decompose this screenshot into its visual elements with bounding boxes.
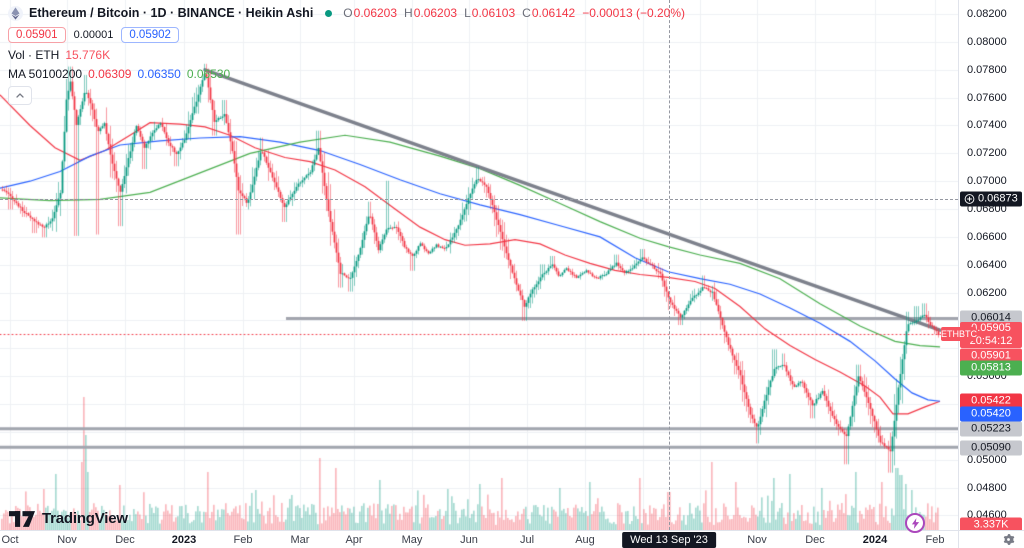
crosshair-horizontal-line <box>0 199 958 200</box>
lightning-icon <box>911 517 919 529</box>
symbol-title[interactable]: Ethereum / Bitcoin · 1D · BINANCE · Heik… <box>29 6 314 20</box>
lightning-trade-button[interactable] <box>905 513 925 533</box>
time-axis[interactable]: OctNovDec2023FebMarAprMayJunJulAugSepOct… <box>0 530 1024 548</box>
axis-corner-separator <box>958 531 959 548</box>
candlestick-chart-canvas[interactable] <box>0 0 958 530</box>
crosshair-vertical-line <box>669 0 670 530</box>
low-label: L <box>464 6 471 20</box>
price-tick-label: 0.07800 <box>967 63 1007 76</box>
ma-legend-row[interactable]: MA 50100200 0.06309 0.06350 0.06530 <box>8 67 685 81</box>
sell-button[interactable]: 0.05901 <box>8 27 66 43</box>
legend-collapse-button[interactable] <box>8 86 32 105</box>
crosshair-price-label: 0.06873 <box>960 191 1022 207</box>
time-tick-label: Nov <box>747 534 767 546</box>
tradingview-logo[interactable]: TradingView <box>9 510 128 527</box>
volume-value-label: 3.337K <box>960 517 1022 533</box>
tradingview-logo-text: TradingView <box>42 510 128 527</box>
price-tick-label: 0.07600 <box>967 91 1007 104</box>
ma-indicator-label: MA 50100200 <box>8 67 83 81</box>
price-tick-label: 0.04800 <box>967 481 1007 494</box>
market-status-dot[interactable] <box>325 9 333 17</box>
level-label-06014: 0.06014 <box>960 310 1022 326</box>
ma50-value: 0.06309 <box>88 67 132 81</box>
open-value: 0.06203 <box>353 6 398 20</box>
buy-button[interactable]: 0.05902 <box>121 27 179 43</box>
bid-ask-row: 0.05901 0.00001 0.05902 <box>8 27 685 43</box>
low-value: 0.06103 <box>471 6 516 20</box>
price-tick-label: 0.05000 <box>967 453 1007 466</box>
open-label: O <box>343 6 353 20</box>
time-tick-label: Nov <box>57 534 77 546</box>
chart-pane <box>0 0 958 530</box>
time-tick-label: May <box>401 534 423 546</box>
volume-legend-row[interactable]: Vol · ETH 15.776K <box>8 48 685 62</box>
high-label: H <box>404 6 413 20</box>
price-tick-label: 0.06600 <box>967 230 1007 243</box>
price-tick-label: 0.07200 <box>967 147 1007 160</box>
ma100-value-label: 0.05420 <box>960 406 1022 422</box>
time-tick-label: Jul <box>519 534 535 546</box>
level-label-05223: 0.05223 <box>960 421 1022 437</box>
volume-indicator-label: Vol · ETH <box>8 48 60 62</box>
ma200-value-label: 0.05813 <box>960 360 1022 376</box>
price-tick-label: 0.08200 <box>967 8 1007 21</box>
level-label-05090: 0.05090 <box>960 440 1022 456</box>
time-tick-label: Oct <box>1 534 19 546</box>
price-tick-label: 0.06200 <box>967 286 1007 299</box>
time-tick-label: Jun <box>460 534 478 546</box>
ma100-value: 0.06350 <box>137 67 181 81</box>
time-tick-label: Dec <box>115 534 135 546</box>
tradingview-logo-icon <box>9 510 35 527</box>
high-value: 0.06203 <box>413 6 458 20</box>
time-tick-label: Aug <box>575 534 595 546</box>
time-tick-label: Dec <box>805 534 825 546</box>
change-value: −0.00013 (−0.20%) <box>582 6 685 20</box>
price-axis[interactable]: 0.08200 0.08000 0.07800 0.07600 0.07400 0.072… <box>958 0 1024 533</box>
volume-indicator-value: 15.776K <box>65 48 111 62</box>
chart-legend: Ethereum / Bitcoin · 1D · BINANCE · Heik… <box>8 4 685 105</box>
price-tick-label: 0.08000 <box>967 35 1007 48</box>
ma50-value-label: 0.05422 <box>960 393 1022 409</box>
crosshair-date-label: Wed 13 Sep '23 <box>622 532 716 548</box>
close-value: 0.06142 <box>531 6 576 20</box>
ethereum-icon <box>8 5 23 21</box>
chevron-up-icon <box>16 93 24 98</box>
price-line-label: 0.05901 <box>960 348 1022 364</box>
time-tick-label: 2023 <box>171 534 197 546</box>
time-tick-label: Feb <box>925 534 945 546</box>
time-tick-label: Feb <box>233 534 253 546</box>
plus-circle-icon <box>964 194 975 204</box>
symbol-legend-row: Ethereum / Bitcoin · 1D · BINANCE · Heik… <box>8 4 685 22</box>
close-label: C <box>522 6 531 20</box>
gear-icon[interactable] <box>1002 533 1016 547</box>
ohlc-values: O0.06203 H0.06203 L0.06103 C0.06142 −0.0… <box>343 6 685 20</box>
ma200-value: 0.06530 <box>186 67 231 81</box>
time-tick-label: 2024 <box>862 534 888 546</box>
time-tick-label: Apr <box>345 534 363 546</box>
price-tick-label: 0.06400 <box>967 258 1007 271</box>
last-price-symbol-tag: ETHBTC <box>941 327 977 341</box>
price-tick-label: 0.07400 <box>967 119 1007 132</box>
time-tick-label: Mar <box>290 534 310 546</box>
spread-value: 0.00001 <box>73 29 114 41</box>
price-tick-label: 0.07000 <box>967 175 1007 188</box>
